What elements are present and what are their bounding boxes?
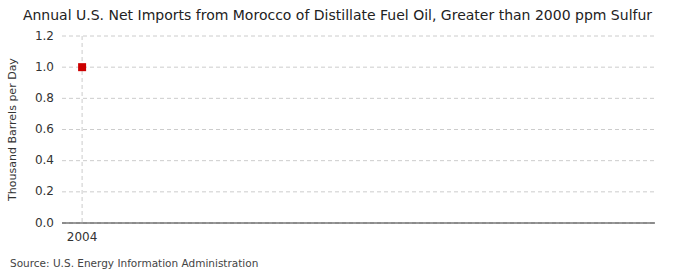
- y-tick-label: 0.6: [35, 122, 54, 136]
- y-grid-line: [62, 191, 655, 192]
- y-tick-label: 1.2: [35, 29, 54, 43]
- x-axis-line: [62, 223, 655, 224]
- chart-container: 0.0 0.2 0.4 0.6 0.8 1.0 1.2 2004 Annual U.S. Net…: [0, 0, 675, 275]
- y-tick-label: 0.4: [35, 153, 54, 167]
- y-grid-line: [62, 98, 655, 99]
- data-points: [78, 63, 86, 71]
- axes: 0.0 0.2 0.4 0.6 0.8 1.0 1.2 2004: [35, 29, 655, 245]
- point: [78, 63, 86, 71]
- source-annotation: Source: U.S. Energy Information Administ…: [10, 257, 258, 269]
- y-grid-line: [62, 67, 655, 68]
- y-tick-label: 0.2: [35, 184, 54, 198]
- y-grid-line: [62, 223, 655, 224]
- y-tick-label: 0.8: [35, 91, 54, 105]
- chart-svg: 0.0 0.2 0.4 0.6 0.8 1.0 1.2 2004 Annual U.S. Net…: [0, 0, 675, 275]
- y-grid-line: [62, 36, 655, 37]
- grid: [62, 36, 655, 223]
- y-tick-label: 1.0: [35, 60, 54, 74]
- y-grid-line: [62, 129, 655, 130]
- title: Annual U.S. Net Imports from Morocco of …: [23, 7, 652, 23]
- x-tick-label: 2004: [67, 230, 98, 244]
- y-axis-label: Thousand Barrels per Day: [6, 58, 19, 202]
- y-grid-line: [62, 160, 655, 161]
- y-tick-label: 0.0: [35, 216, 54, 230]
